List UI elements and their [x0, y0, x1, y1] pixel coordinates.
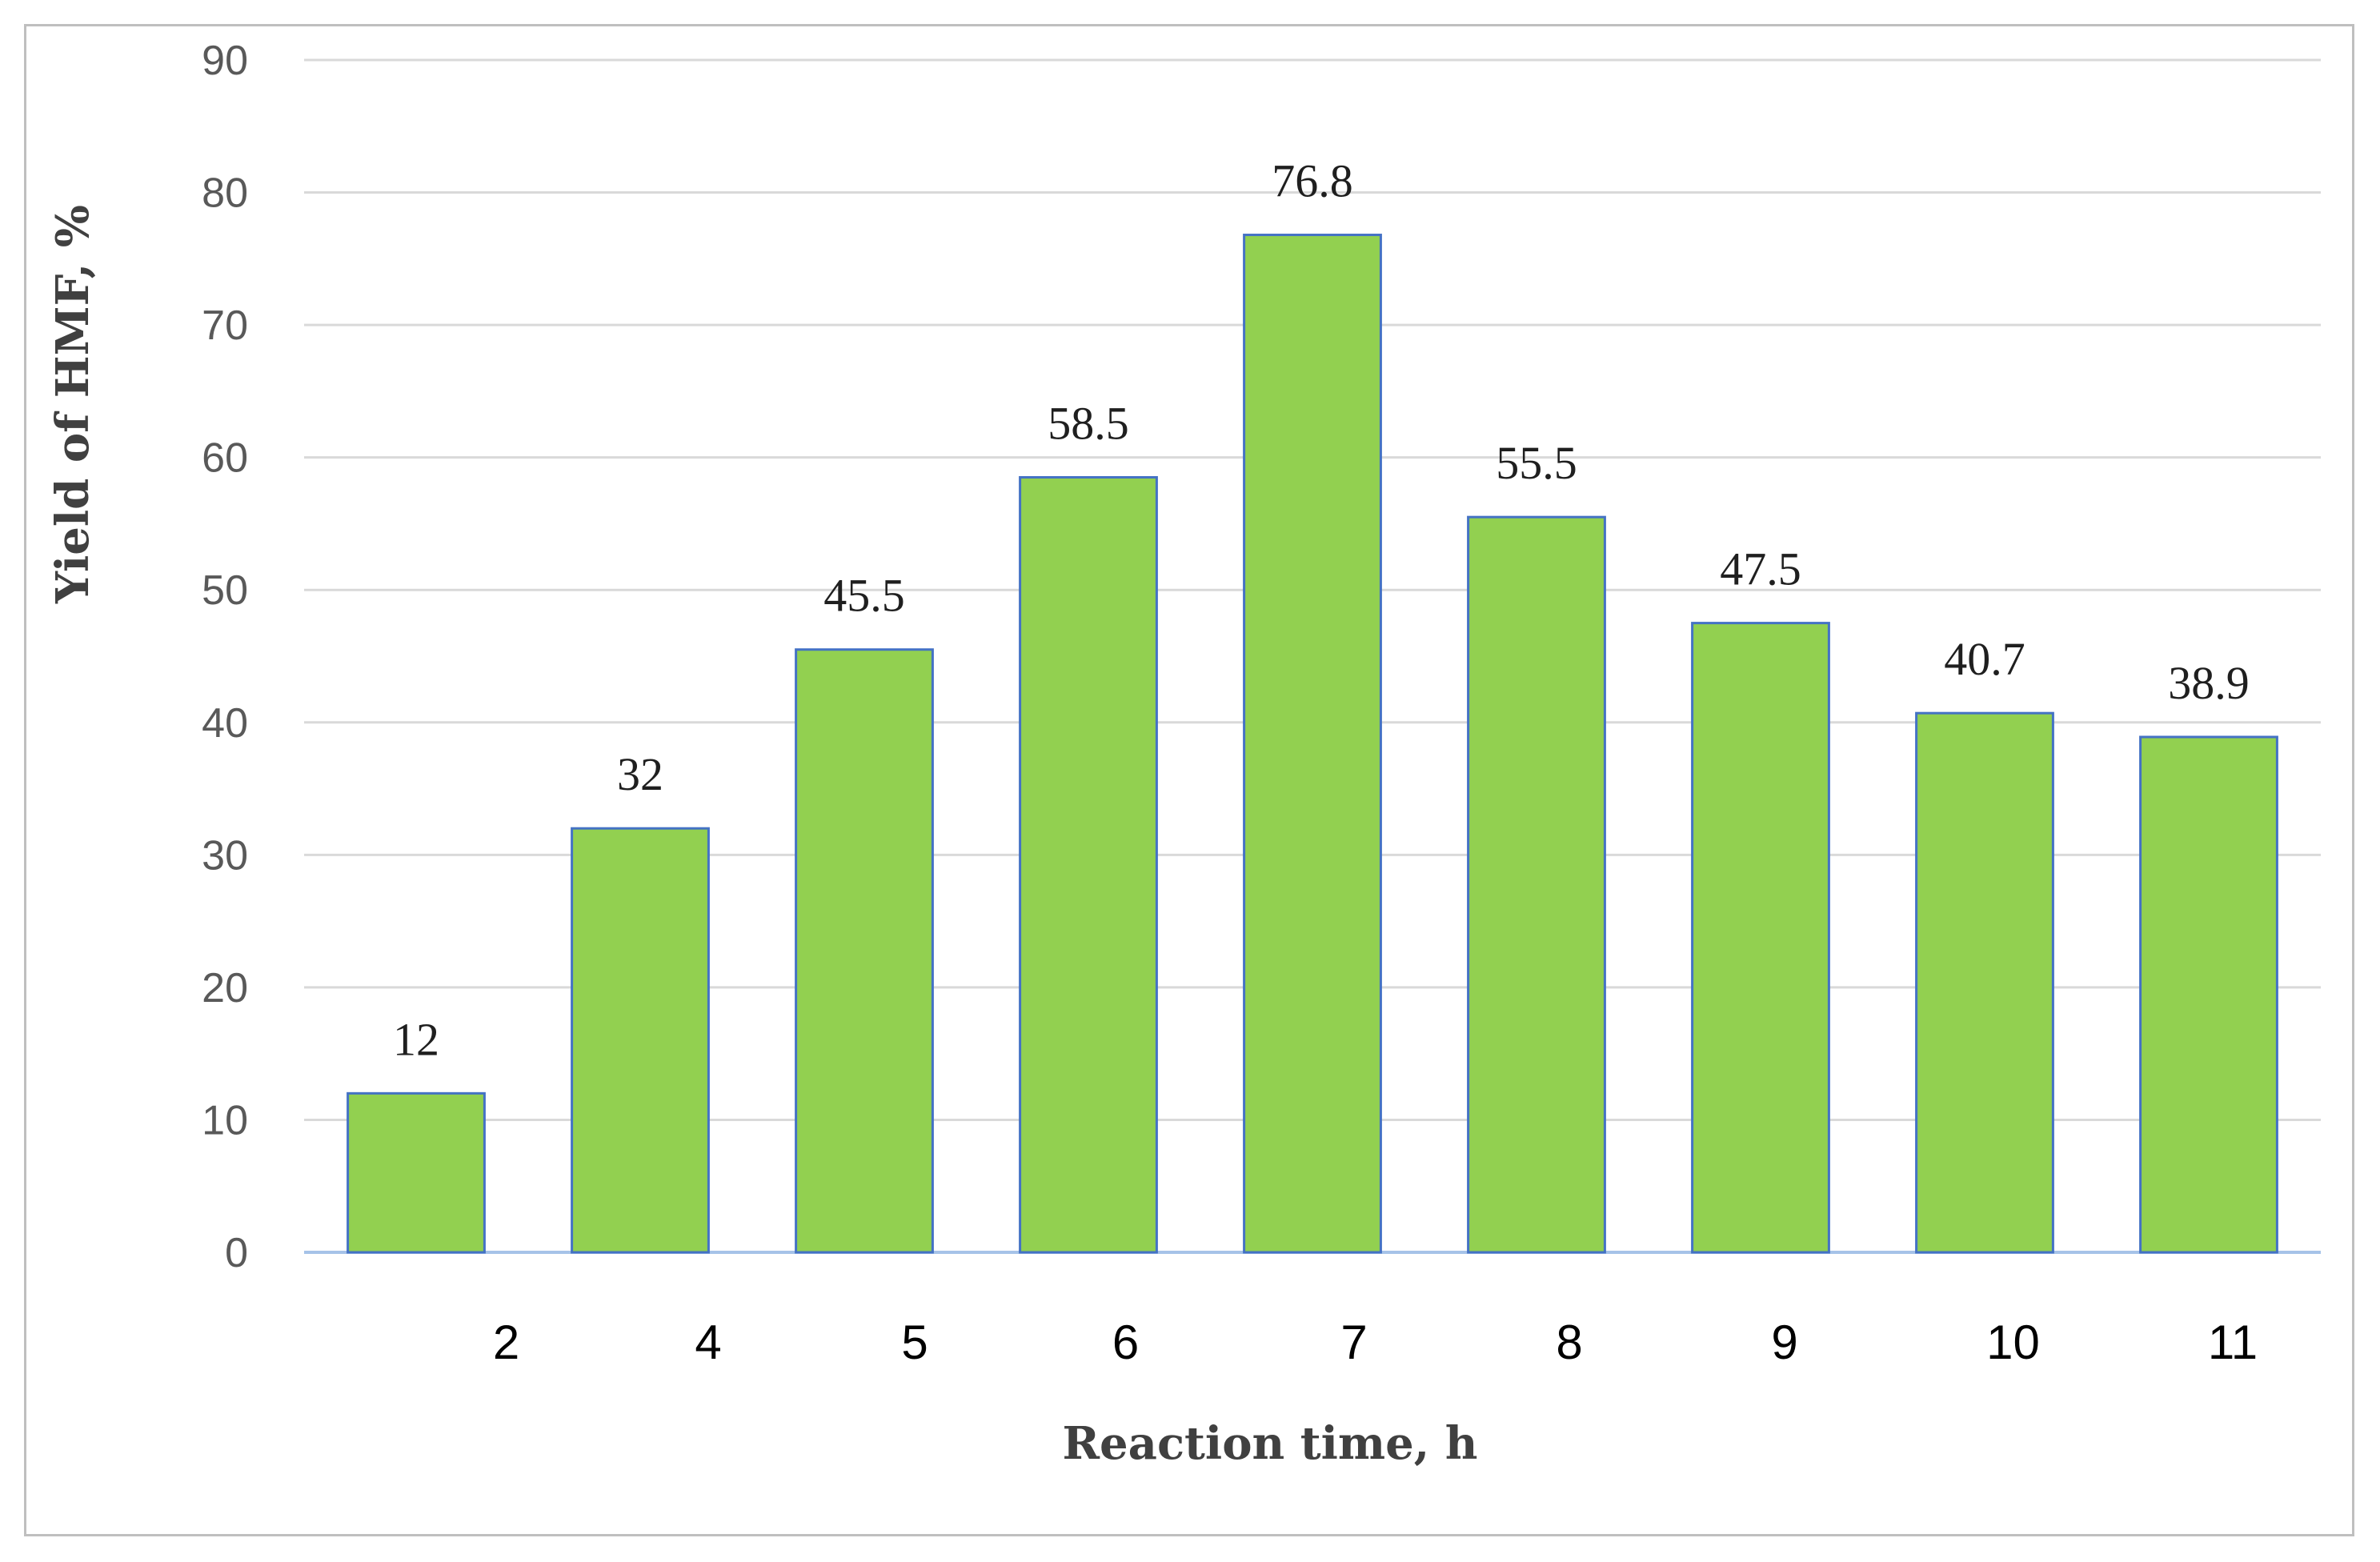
x-tick-label: 4 — [695, 1316, 721, 1369]
data-label: 32 — [617, 748, 663, 800]
x-tick-label: 8 — [1556, 1316, 1582, 1369]
data-label: 38.9 — [2168, 657, 2250, 709]
y-axis-title: Yield of HMF, % — [46, 205, 99, 604]
data-label: 45.5 — [823, 570, 905, 622]
y-tick-label: 0 — [225, 1230, 248, 1276]
x-tick-label: 11 — [2208, 1316, 2258, 1369]
x-tick-label: 5 — [901, 1316, 928, 1369]
data-label: 47.5 — [1720, 543, 1801, 595]
y-tick-label: 10 — [202, 1097, 248, 1143]
y-tick-label: 50 — [202, 567, 248, 614]
y-tick-label: 80 — [202, 170, 248, 217]
x-tick-label: 2 — [493, 1316, 519, 1369]
y-axis-ticks: 0 10 20 30 40 50 60 70 80 90 — [202, 38, 248, 1276]
x-tick-label: 10 — [1986, 1316, 2040, 1369]
bar — [2139, 735, 2278, 1254]
x-tick-label: 9 — [1771, 1316, 1797, 1369]
x-axis-ticks: 2 4 5 6 7 8 9 10 11 — [493, 1316, 2258, 1369]
y-tick-label: 70 — [202, 302, 248, 349]
data-label: 12 — [393, 1013, 439, 1065]
bar — [1467, 515, 1606, 1254]
bar — [1019, 476, 1158, 1254]
y-tick-label: 20 — [202, 965, 248, 1011]
bar — [795, 648, 934, 1254]
y-tick-label: 40 — [202, 700, 248, 747]
y-tick-label: 30 — [202, 832, 248, 879]
x-tick-label: 7 — [1340, 1316, 1367, 1369]
data-label: 76.8 — [1272, 155, 1353, 207]
bars — [347, 234, 2278, 1254]
y-tick-label: 90 — [202, 38, 248, 84]
bar — [347, 1091, 486, 1254]
data-label: 55.5 — [1496, 437, 1577, 489]
data-label: 40.7 — [1944, 633, 2025, 685]
bar — [1243, 234, 1382, 1254]
bar — [1915, 711, 2054, 1254]
bar — [1691, 622, 1830, 1254]
x-tick-label: 6 — [1112, 1316, 1139, 1369]
y-tick-label: 60 — [202, 435, 248, 482]
bar — [571, 827, 710, 1254]
data-labels: 12 32 45.5 58.5 76.8 55.5 47.5 40.7 38.9 — [393, 155, 2250, 1066]
data-label: 58.5 — [1048, 398, 1129, 450]
x-axis-title: Reaction time, h — [1063, 1417, 1478, 1470]
